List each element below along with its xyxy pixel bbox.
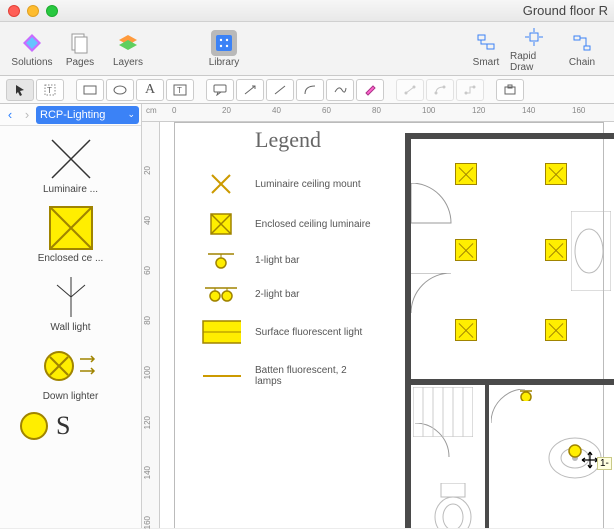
wall (485, 381, 489, 528)
vertical-ruler: 20 40 60 80 100 120 140 160 (142, 122, 160, 528)
smart-label: Smart (473, 57, 500, 68)
shape-label: Wall light (50, 322, 90, 333)
library-sidebar: ‹ › RCP-Lighting ⌄ Luminaire ... Enclose… (0, 104, 142, 528)
pages-label: Pages (66, 57, 94, 68)
connector1-tool[interactable] (396, 79, 424, 101)
fixture-enclosed[interactable] (455, 163, 477, 185)
minimize-window-button[interactable] (27, 5, 39, 17)
horizontal-ruler: cm 0 20 40 60 80 100 120 140 160 (142, 104, 614, 122)
highlighter-tool[interactable] (356, 79, 384, 101)
library-selector-bar: ‹ › RCP-Lighting ⌄ (0, 104, 141, 126)
lib-next-button[interactable]: › (19, 106, 35, 124)
pointer-tool[interactable] (6, 79, 34, 101)
library-label: Library (209, 57, 240, 68)
text-tool[interactable]: A (136, 79, 164, 101)
svg-text:T: T (47, 86, 52, 95)
legend-row: Surface fluorescent light (201, 319, 375, 345)
shape-extra[interactable]: S (0, 406, 141, 446)
combo-chevron-icon: ⌄ (127, 109, 135, 120)
arrow-tool[interactable] (236, 79, 264, 101)
legend-title: Legend (255, 127, 321, 153)
shape-label: Luminaire ... (43, 184, 98, 195)
ellipse-tool[interactable] (106, 79, 134, 101)
library-button[interactable]: Library (200, 25, 248, 73)
drag-tooltip: 1- (597, 457, 612, 470)
zoom-window-button[interactable] (46, 5, 58, 17)
more-shapes-tool[interactable] (496, 79, 524, 101)
furniture (571, 211, 611, 291)
svg-text:T: T (177, 86, 182, 95)
shape-down-lighter[interactable]: Down lighter (0, 337, 141, 406)
solutions-label: Solutions (11, 57, 52, 68)
legend-row: 2-light bar (201, 281, 375, 307)
rect-tool[interactable] (76, 79, 104, 101)
legend-label: Luminaire ceiling mount (255, 179, 375, 190)
rapid-label: Rapid Draw (510, 51, 558, 73)
solutions-button[interactable]: Solutions (8, 25, 56, 73)
fixture-enclosed[interactable] (545, 319, 567, 341)
page: Legend Luminaire ceiling mount Enclosed … (174, 122, 604, 528)
legend-label: Batten fluorescent, 2 lamps (255, 365, 375, 387)
text-select-tool[interactable]: T (36, 79, 64, 101)
library-combo[interactable]: RCP-Lighting ⌄ (36, 106, 139, 124)
line-tool[interactable] (266, 79, 294, 101)
layers-button[interactable]: Layers (104, 25, 152, 73)
fixture-enclosed[interactable] (545, 163, 567, 185)
chain-label: Chain (569, 57, 595, 68)
legend-label: Surface fluorescent light (255, 327, 375, 338)
close-window-button[interactable] (8, 5, 20, 17)
door-arc (411, 183, 461, 233)
textbox-tool[interactable]: T (166, 79, 194, 101)
window-title: Ground floor R (523, 3, 608, 18)
stairs (413, 387, 473, 437)
shape-label: Enclosed ce ... (38, 253, 104, 264)
wall (405, 379, 614, 385)
lib-prev-button[interactable]: ‹ (2, 106, 18, 124)
shape-wall-light[interactable]: Wall light (0, 268, 141, 337)
window-controls (8, 5, 58, 17)
callout-tool[interactable] (206, 79, 234, 101)
shape-label: Down lighter (43, 391, 99, 402)
titlebar: Ground floor R (0, 0, 614, 22)
legend-row: Enclosed ceiling luminaire (201, 211, 375, 237)
main-toolbar: Solutions Pages Layers Library Smart Rap… (0, 22, 614, 76)
legend-row: Luminaire ceiling mount (201, 171, 375, 197)
fixture-enclosed[interactable] (545, 239, 567, 261)
chain-button[interactable]: Chain (558, 25, 606, 73)
shape-palette: Luminaire ... Enclosed ce ... Wall light… (0, 126, 141, 450)
legend-row: Batten fluorescent, 2 lamps (201, 363, 375, 389)
smart-button[interactable]: Smart (462, 25, 510, 73)
door-arc (411, 273, 461, 323)
toilet (431, 483, 475, 528)
shape-toolbar: T A T (0, 76, 614, 104)
spline-tool[interactable] (326, 79, 354, 101)
arc-tool[interactable] (296, 79, 324, 101)
connector2-tool[interactable] (426, 79, 454, 101)
shape-luminaire[interactable]: Luminaire ... (0, 130, 141, 199)
shape-enclosed-ceiling[interactable]: Enclosed ce ... (0, 199, 141, 268)
legend-label: 2-light bar (255, 289, 375, 300)
connector3-tool[interactable] (456, 79, 484, 101)
ruler-unit: cm (146, 106, 157, 115)
fixture-1light[interactable] (518, 389, 534, 401)
drawing-canvas[interactable]: Legend Luminaire ceiling mount Enclosed … (160, 122, 614, 528)
legend-label: 1-light bar (255, 255, 375, 266)
layers-label: Layers (113, 57, 143, 68)
legend-row: 1-light bar (201, 247, 375, 273)
wall (405, 133, 411, 383)
pages-button[interactable]: Pages (56, 25, 104, 73)
fixture-enclosed[interactable] (455, 239, 477, 261)
wall (405, 379, 411, 528)
rapid-draw-button[interactable]: Rapid Draw (510, 25, 558, 73)
library-combo-label: RCP-Lighting (40, 109, 105, 121)
wall (405, 133, 614, 139)
legend-label: Enclosed ceiling luminaire (255, 219, 375, 230)
